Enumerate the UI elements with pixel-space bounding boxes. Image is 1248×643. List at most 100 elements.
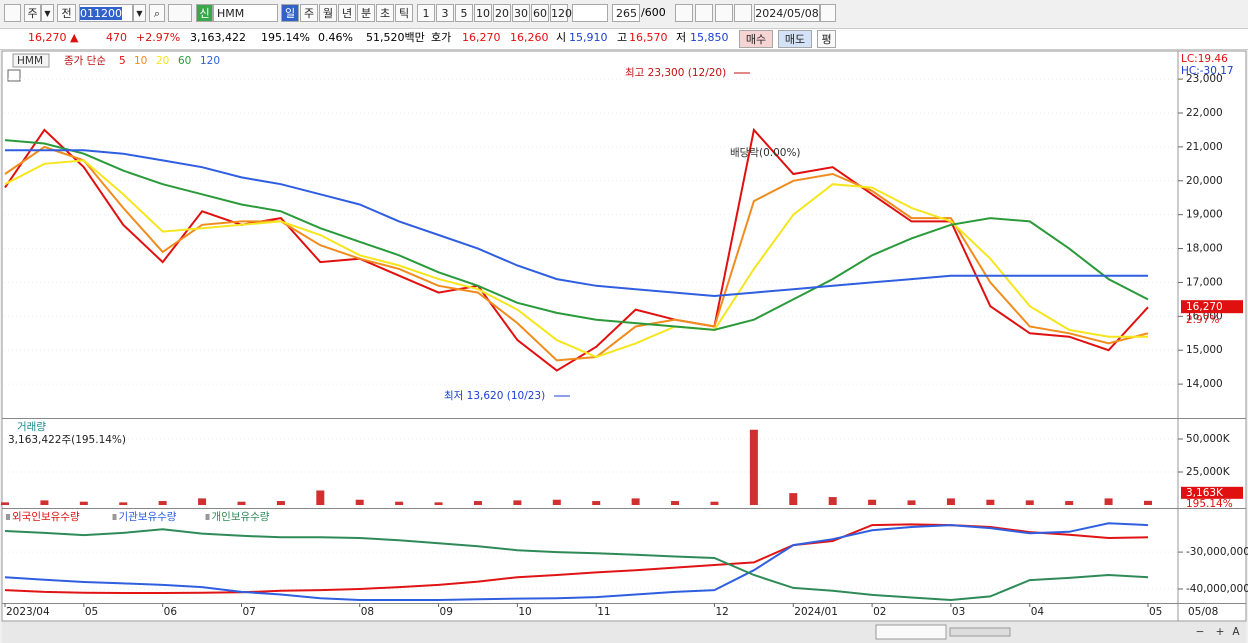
volume-bar	[40, 500, 49, 505]
tool-icon[interactable]	[715, 4, 733, 22]
series-line	[4, 522, 1149, 601]
count-input[interactable]: 265	[612, 4, 640, 22]
volume-bar	[671, 501, 680, 505]
low: 15,850	[690, 31, 729, 44]
x-tick-label: 2023/04	[6, 606, 50, 618]
period-button[interactable]: 초	[376, 4, 394, 22]
interval-button[interactable]: 3	[436, 4, 454, 22]
legend-entry: 5	[119, 55, 126, 67]
menu-icon[interactable]	[4, 4, 21, 22]
open: 15,910	[569, 31, 608, 44]
interval-button[interactable]: 30	[512, 4, 530, 22]
price-marker	[1181, 300, 1243, 314]
volume-marker	[1181, 486, 1243, 499]
x-tick-label: 02	[873, 606, 886, 618]
name-input[interactable]: HMM	[213, 4, 278, 22]
code-input[interactable]: 011200	[79, 4, 133, 22]
volume-bar	[158, 501, 167, 505]
dropdown[interactable]: ▼	[41, 4, 54, 22]
x-tick-label: 07	[242, 606, 255, 618]
volume-bar	[434, 502, 443, 505]
change: 470	[106, 31, 127, 44]
code-text: 011200	[80, 7, 122, 20]
volume-bar	[868, 499, 877, 505]
market-select[interactable]: 주	[24, 4, 41, 22]
volume-bar	[946, 498, 955, 505]
sound-icon[interactable]	[168, 4, 192, 22]
ratio-label: 195.14%	[1186, 498, 1233, 510]
volume-bar	[828, 497, 837, 505]
legend-swatch	[112, 514, 117, 520]
series-line	[5, 149, 1148, 298]
period-button[interactable]: 분	[357, 4, 375, 22]
interval-button[interactable]: 20	[493, 4, 511, 22]
tool-icon[interactable]	[734, 4, 752, 22]
legend-entry: 외국인보유수량	[12, 511, 80, 523]
search-icon[interactable]: ⌕	[149, 4, 165, 22]
prev-button[interactable]: 전	[57, 4, 76, 22]
x-tick-label: 11	[597, 606, 610, 618]
y-tick-label: 25,000K	[1186, 466, 1231, 478]
series-line	[4, 159, 1148, 359]
quote-bar: 16,270 ▲ 470 +2.97% 3,163,422 195.14% 0.…	[0, 28, 1248, 50]
interval-button[interactable]: 1	[417, 4, 435, 22]
volume-bar	[1065, 501, 1074, 505]
legend-entry: 60	[178, 55, 191, 67]
zoom-slider[interactable]	[949, 627, 1011, 637]
y-tick-label: 15,000	[1186, 344, 1223, 356]
tool-icon[interactable]	[675, 4, 693, 22]
x-tick-label: 03	[952, 606, 965, 618]
period-button[interactable]: 월	[319, 4, 337, 22]
buy-button[interactable]: 매수	[739, 30, 773, 48]
volume-bar	[198, 498, 207, 505]
date-input[interactable]: 2024/05/08	[754, 4, 820, 22]
interval-select[interactable]	[572, 4, 608, 22]
count-max: /600	[641, 6, 666, 19]
turnover: 0.46%	[318, 31, 353, 44]
bid: 16,260	[510, 31, 549, 44]
legend-label: 종가 단순	[64, 55, 106, 67]
bid-label: 호가	[431, 31, 452, 44]
nav-buttons[interactable]	[875, 624, 947, 640]
period-button[interactable]: 틱	[395, 4, 413, 22]
y-tick-label: -40,000,000	[1186, 583, 1248, 595]
interval-button[interactable]: 5	[455, 4, 473, 22]
series-line	[4, 139, 1149, 331]
panel-subtitle: 3,163,422주(195.14%)	[8, 434, 126, 446]
period-button[interactable]: 일	[281, 4, 299, 22]
series-line	[4, 528, 1149, 602]
volume-bar	[789, 493, 798, 505]
x-tick-label: 10	[518, 606, 531, 618]
period-button[interactable]: 주	[300, 4, 318, 22]
volume-bar	[592, 501, 601, 505]
x-tick-label: 2024/01	[794, 606, 838, 618]
legend-entry: 기관보유수량	[119, 511, 177, 523]
price-marker-label: 16,270	[1186, 301, 1223, 313]
grid-icon[interactable]	[7, 69, 21, 82]
interval-button[interactable]: 10	[474, 4, 492, 22]
dropdown[interactable]: ▼	[133, 4, 146, 22]
tag: 신	[196, 4, 213, 22]
avg-button[interactable]: 평	[817, 30, 836, 48]
annotation-low: 최저 13,620 (10/23)	[444, 390, 545, 402]
volume-bar	[79, 501, 88, 505]
calendar-icon[interactable]	[820, 4, 836, 22]
volume-bar	[119, 502, 128, 505]
y-tick-label: 50,000K	[1186, 433, 1231, 445]
volume-bar	[631, 498, 640, 505]
open-label: 시	[556, 31, 567, 44]
tool-icon[interactable]	[695, 4, 713, 22]
x-tick-label: 06	[164, 606, 178, 618]
legend-entry: 120	[200, 55, 220, 67]
y-tick-label: 17,000	[1186, 276, 1223, 288]
y-tick-label: 21,000	[1186, 141, 1223, 153]
scroll-bar[interactable]	[2, 622, 1246, 643]
interval-button[interactable]: 60	[531, 4, 549, 22]
interval-button[interactable]: 120	[550, 4, 572, 22]
volume-bar	[1025, 500, 1034, 505]
period-button[interactable]: 년	[338, 4, 356, 22]
y-tick-label: 23,000	[1186, 73, 1223, 85]
sell-button[interactable]: 매도	[778, 30, 812, 48]
right-label: LC:19.46	[1181, 53, 1228, 65]
